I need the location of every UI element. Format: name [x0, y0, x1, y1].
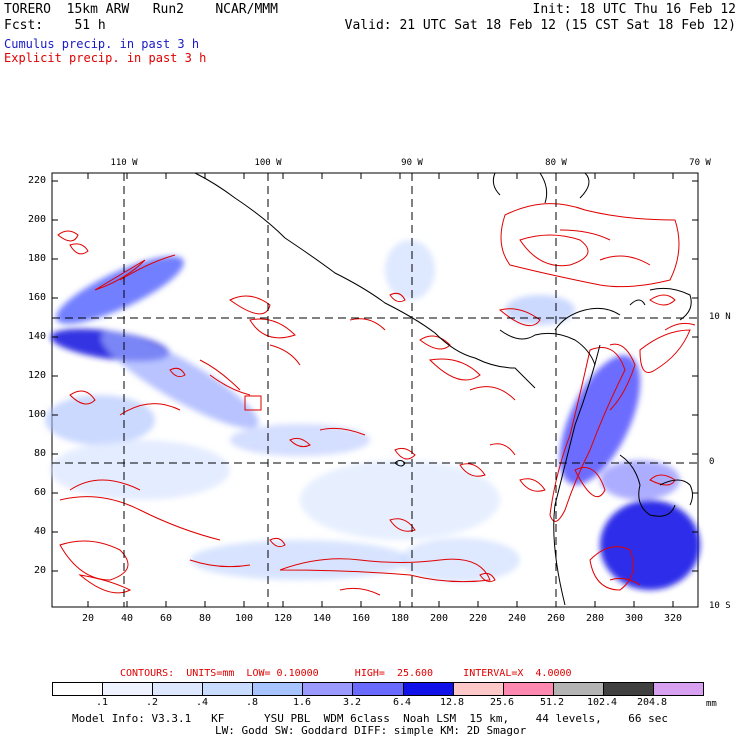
- x-tick-label: 160: [351, 613, 371, 624]
- cumulus-precip-shading: [45, 240, 700, 590]
- x-tick-label: 100: [234, 613, 254, 624]
- colorbar-swatch: [153, 683, 204, 695]
- x-tick-label: 220: [468, 613, 488, 624]
- colorbar-label: .2: [145, 697, 159, 708]
- colorbar-swatch: [503, 683, 554, 695]
- coastlines: [194, 172, 693, 606]
- x-tick-label: 240: [507, 613, 527, 624]
- explicit-precip-contours: [57, 203, 696, 596]
- lat-label-0: 0: [709, 457, 715, 467]
- x-tick-label: 260: [546, 613, 566, 624]
- x-tick-label: 80: [198, 613, 212, 624]
- colorbar-swatch: [553, 683, 604, 695]
- colorbar-swatch: [103, 683, 154, 695]
- lon-label-110w: 110 W: [110, 158, 138, 168]
- x-tick-label: 320: [663, 613, 683, 624]
- colorbar-label: 102.4: [586, 697, 618, 708]
- colorbar-label: .4: [195, 697, 209, 708]
- colorbar-swatch: [253, 683, 304, 695]
- lon-label-70w: 70 W: [689, 158, 711, 168]
- colorbar-swatch: [403, 683, 454, 695]
- y-tick-label: 200: [27, 214, 46, 225]
- y-tick-label: 180: [27, 253, 46, 264]
- colorbar-label: 204.8: [636, 697, 668, 708]
- model-info-line2: LW: Godd SW: Goddard DIFF: simple KM: 2D…: [215, 724, 527, 737]
- legend-cumulus: Cumulus precip. in past 3 h: [4, 37, 200, 51]
- colorbar-label: 25.6: [489, 697, 515, 708]
- contours-info: CONTOURS: UNITS=mm LOW= 0.10000 HIGH= 25…: [120, 668, 572, 679]
- colorbar: [52, 682, 704, 696]
- header-init-time: Init: 18 UTC Thu 16 Feb 12: [532, 2, 737, 17]
- y-tick-label: 220: [27, 175, 46, 186]
- lon-label-90w: 90 W: [401, 158, 423, 168]
- lat-label-10n: 10 N: [709, 312, 731, 322]
- x-tick-label: 300: [624, 613, 644, 624]
- y-tick-label: 20: [33, 565, 46, 576]
- model-info-line1: Model Info: V3.3.1 KF YSU PBL WDM 6class…: [72, 712, 669, 725]
- colorbar-swatch: [653, 683, 704, 695]
- header-title: TORERO 15km ARW Run2 NCAR/MMM: [4, 2, 278, 17]
- x-tick-label: 120: [273, 613, 293, 624]
- x-tick-label: 20: [81, 613, 95, 624]
- y-tick-label: 160: [27, 292, 46, 303]
- y-tick-label: 80: [33, 448, 46, 459]
- header-valid-time: Valid: 21 UTC Sat 18 Feb 12 (15 CST Sat …: [344, 18, 736, 33]
- colorbar-label: 6.4: [392, 697, 412, 708]
- x-tick-label: 40: [120, 613, 134, 624]
- colorbar-swatch: [353, 683, 404, 695]
- colorbar-label: 51.2: [539, 697, 565, 708]
- lat-lon-grid: [52, 173, 698, 607]
- colorbar-unit: mm: [706, 699, 717, 709]
- x-tick-label: 200: [429, 613, 449, 624]
- x-tick-label: 180: [390, 613, 410, 624]
- lon-label-100w: 100 W: [254, 158, 282, 168]
- lat-label-10s: 10 S: [709, 601, 731, 611]
- colorbar-swatch: [453, 683, 504, 695]
- y-tick-label: 140: [27, 331, 46, 342]
- colorbar-label: .1: [95, 697, 109, 708]
- colorbar-label: 3.2: [342, 697, 362, 708]
- colorbar-label: 1.6: [292, 697, 312, 708]
- y-tick-label: 120: [27, 370, 46, 381]
- legend-explicit: Explicit precip. in past 3 h: [4, 51, 207, 65]
- colorbar-label: .8: [245, 697, 259, 708]
- header-forecast-hour: Fcst: 51 h: [4, 18, 106, 33]
- axis-ticks: [52, 173, 698, 607]
- colorbar-label: 12.8: [439, 697, 465, 708]
- lon-label-80w: 80 W: [545, 158, 567, 168]
- y-tick-label: 60: [33, 487, 46, 498]
- x-tick-label: 60: [159, 613, 173, 624]
- x-tick-label: 140: [312, 613, 332, 624]
- colorbar-swatch: [53, 683, 104, 695]
- x-tick-label: 280: [585, 613, 605, 624]
- y-tick-label: 100: [27, 409, 46, 420]
- y-tick-label: 40: [33, 526, 46, 537]
- colorbar-swatch: [203, 683, 254, 695]
- colorbar-swatch: [603, 683, 654, 695]
- colorbar-swatch: [303, 683, 354, 695]
